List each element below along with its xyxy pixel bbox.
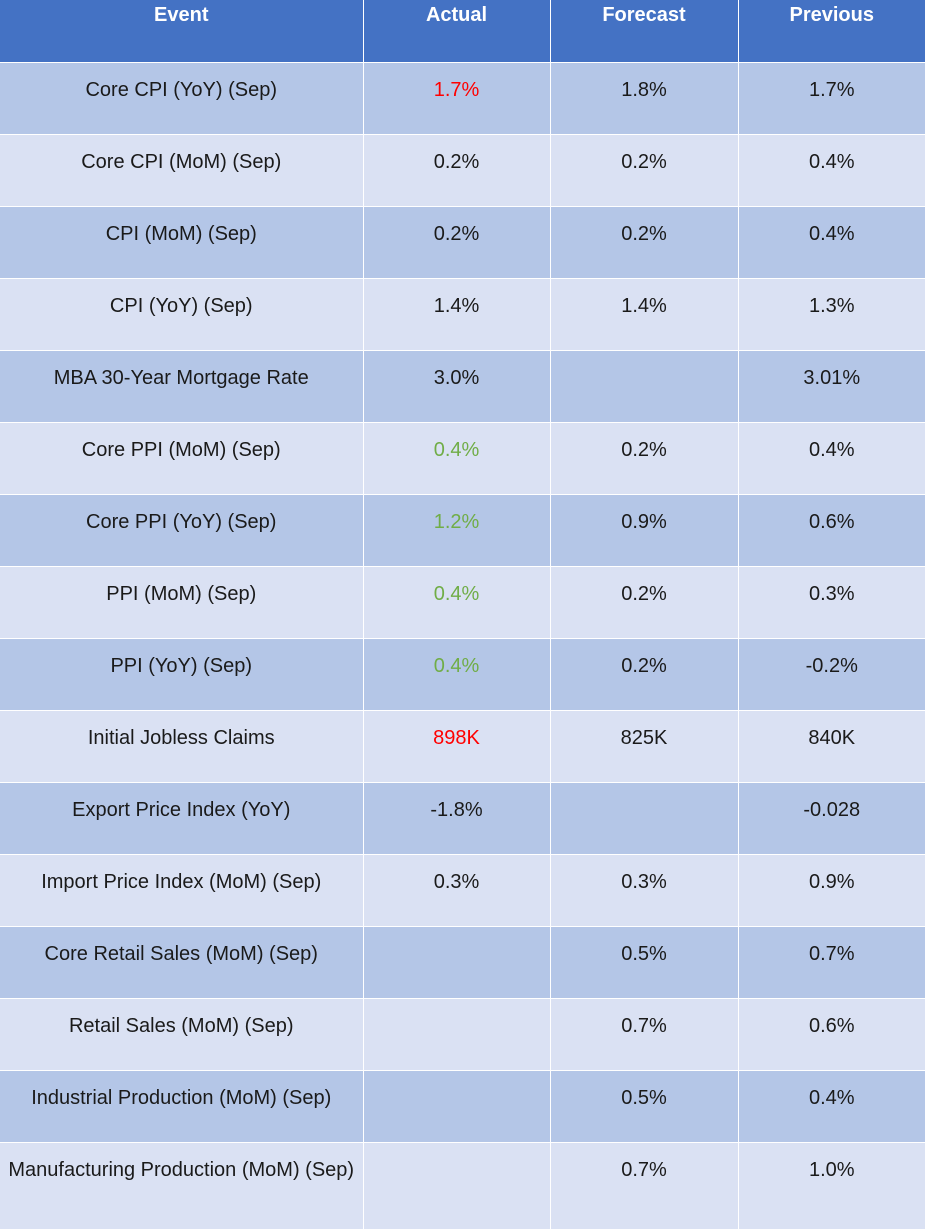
cell-actual: 0.2% <box>363 133 551 206</box>
cell-forecast: 0.7% <box>550 997 739 1070</box>
cell-previous: 1.0% <box>738 1141 925 1229</box>
cell-previous: 0.6% <box>738 493 925 566</box>
cell-event: Export Price Index (YoY) <box>0 781 364 854</box>
table-row: Export Price Index (YoY) -1.8% -0.028 <box>0 781 925 854</box>
cell-previous: -0.028 <box>738 781 925 854</box>
cell-event: Initial Jobless Claims <box>0 709 364 782</box>
cell-event: PPI (MoM) (Sep) <box>0 565 364 638</box>
cell-previous: 1.3% <box>738 277 925 350</box>
cell-forecast: 0.2% <box>550 637 739 710</box>
table-row: PPI (MoM) (Sep) 0.4% 0.2% 0.3% <box>0 565 925 638</box>
cell-event: MBA 30-Year Mortgage Rate <box>0 349 364 422</box>
table-body: Core CPI (YoY) (Sep) 1.7% 1.8% 1.7% Core CPI… <box>0 61 925 1229</box>
table-row: Core CPI (MoM) (Sep) 0.2% 0.2% 0.4% <box>0 133 925 206</box>
cell-actual: 1.4% <box>363 277 551 350</box>
column-header-previous: Previous <box>738 0 925 62</box>
cell-actual: -1.8% <box>363 781 551 854</box>
cell-forecast: 0.9% <box>550 493 739 566</box>
cell-actual: 0.3% <box>363 853 551 926</box>
cell-previous: 0.7% <box>738 925 925 998</box>
cell-actual <box>363 997 551 1070</box>
cell-previous: -0.2% <box>738 637 925 710</box>
cell-previous: 0.6% <box>738 997 925 1070</box>
cell-event: CPI (YoY) (Sep) <box>0 277 364 350</box>
cell-forecast <box>550 781 739 854</box>
table-row: Core PPI (YoY) (Sep) 1.2% 0.9% 0.6% <box>0 493 925 566</box>
column-header-event: Event <box>0 0 364 62</box>
cell-previous: 0.4% <box>738 421 925 494</box>
table-row: Manufacturing Production (MoM) (Sep) 0.7%… <box>0 1141 925 1229</box>
cell-forecast: 0.2% <box>550 565 739 638</box>
cell-previous: 840K <box>738 709 925 782</box>
table-row: Initial Jobless Claims 898K 825K 840K <box>0 709 925 782</box>
cell-forecast: 0.5% <box>550 1069 739 1142</box>
column-header-forecast: Forecast <box>550 0 739 62</box>
cell-event: CPI (MoM) (Sep) <box>0 205 364 278</box>
cell-actual: 0.4% <box>363 421 551 494</box>
cell-event: Retail Sales (MoM) (Sep) <box>0 997 364 1070</box>
table-row: PPI (YoY) (Sep) 0.4% 0.2% -0.2% <box>0 637 925 710</box>
cell-event: Core CPI (MoM) (Sep) <box>0 133 364 206</box>
cell-actual: 1.2% <box>363 493 551 566</box>
cell-forecast: 0.2% <box>550 421 739 494</box>
cell-event: Manufacturing Production (MoM) (Sep) <box>0 1141 364 1229</box>
cell-event: Industrial Production (MoM) (Sep) <box>0 1069 364 1142</box>
cell-forecast: 825K <box>550 709 739 782</box>
cell-actual: 898K <box>363 709 551 782</box>
cell-previous: 0.9% <box>738 853 925 926</box>
cell-actual <box>363 1141 551 1229</box>
cell-actual <box>363 1069 551 1142</box>
cell-previous: 3.01% <box>738 349 925 422</box>
cell-forecast: 0.2% <box>550 205 739 278</box>
table-header: Event Actual Forecast Previous <box>0 0 925 62</box>
table-row: MBA 30-Year Mortgage Rate 3.0% 3.01% <box>0 349 925 422</box>
cell-forecast: 0.2% <box>550 133 739 206</box>
cell-event: Core Retail Sales (MoM) (Sep) <box>0 925 364 998</box>
cell-event: Import Price Index (MoM) (Sep) <box>0 853 364 926</box>
column-header-actual: Actual <box>363 0 551 62</box>
cell-actual: 0.4% <box>363 565 551 638</box>
cell-previous: 0.4% <box>738 205 925 278</box>
table-row: Import Price Index (MoM) (Sep) 0.3% 0.3% 0.… <box>0 853 925 926</box>
table-row: CPI (MoM) (Sep) 0.2% 0.2% 0.4% <box>0 205 925 278</box>
cell-previous: 0.4% <box>738 133 925 206</box>
header-row: Event Actual Forecast Previous <box>0 0 925 62</box>
table-row: Core PPI (MoM) (Sep) 0.4% 0.2% 0.4% <box>0 421 925 494</box>
cell-forecast: 0.5% <box>550 925 739 998</box>
table-row: Retail Sales (MoM) (Sep) 0.7% 0.6% <box>0 997 925 1070</box>
table-row: CPI (YoY) (Sep) 1.4% 1.4% 1.3% <box>0 277 925 350</box>
cell-forecast: 1.4% <box>550 277 739 350</box>
cell-forecast: 0.7% <box>550 1141 739 1229</box>
cell-actual: 0.4% <box>363 637 551 710</box>
cell-event: Core PPI (MoM) (Sep) <box>0 421 364 494</box>
table-row: Core CPI (YoY) (Sep) 1.7% 1.8% 1.7% <box>0 61 925 134</box>
cell-event: PPI (YoY) (Sep) <box>0 637 364 710</box>
cell-previous: 0.3% <box>738 565 925 638</box>
cell-forecast: 1.8% <box>550 61 739 134</box>
table-row: Industrial Production (MoM) (Sep) 0.5% 0.4… <box>0 1069 925 1142</box>
cell-actual: 3.0% <box>363 349 551 422</box>
cell-actual: 1.7% <box>363 61 551 134</box>
table-row: Core Retail Sales (MoM) (Sep) 0.5% 0.7% <box>0 925 925 998</box>
cell-previous: 1.7% <box>738 61 925 134</box>
cell-previous: 0.4% <box>738 1069 925 1142</box>
cell-actual <box>363 925 551 998</box>
cell-forecast: 0.3% <box>550 853 739 926</box>
cell-actual: 0.2% <box>363 205 551 278</box>
cell-event: Core CPI (YoY) (Sep) <box>0 61 364 134</box>
cell-event: Core PPI (YoY) (Sep) <box>0 493 364 566</box>
cell-forecast <box>550 349 739 422</box>
